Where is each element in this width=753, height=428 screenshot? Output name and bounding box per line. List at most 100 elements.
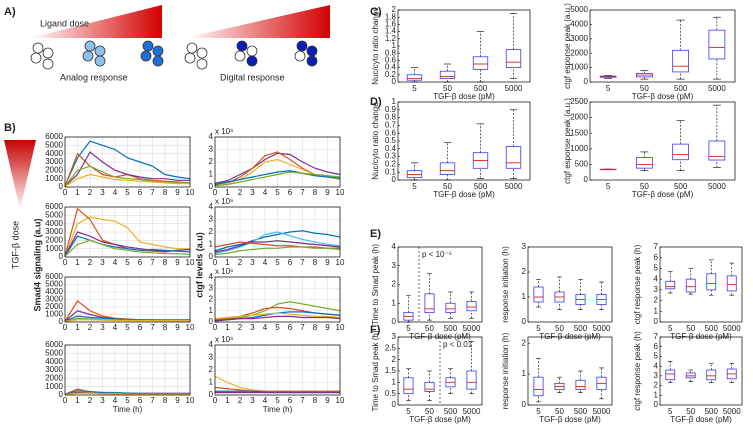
y-tick-label: 2	[654, 296, 659, 305]
y-tick-label: 0	[392, 77, 397, 86]
schematic-label: Ligand dose	[40, 18, 89, 28]
x-tick-label: 3	[250, 188, 255, 197]
series-line	[214, 315, 341, 322]
y-tick-label: 2	[392, 280, 397, 289]
series-line	[64, 173, 190, 188]
annotation: p < 0.01	[443, 340, 473, 349]
y-tick-label: 2000	[570, 48, 588, 57]
y-tick-label: 1	[392, 298, 397, 307]
x-tick-label: 10	[336, 258, 345, 267]
y-tick-label: 500	[575, 160, 589, 169]
box	[424, 381, 435, 392]
y-tick-label: 1000	[570, 63, 588, 72]
x-tick-label: 2	[238, 396, 243, 405]
y-tick-label: 5	[654, 264, 659, 273]
y-axis-label: response initiation (h)	[501, 246, 510, 323]
y-tick-label: 2	[209, 365, 214, 374]
x-tick-label: 1	[75, 323, 80, 332]
y-tick-label: 1.4	[385, 27, 397, 36]
y-tick-label: 0	[392, 317, 397, 326]
y-tick-label: 0	[209, 317, 214, 326]
x-axis-label: TGF-β dose (pM)	[409, 332, 471, 341]
box	[445, 302, 456, 314]
series-line	[214, 246, 341, 256]
plot-frame	[214, 206, 341, 258]
y-tick-label: 2500	[570, 97, 588, 106]
box	[424, 293, 435, 314]
y-tick-label: 0.6	[385, 128, 397, 137]
y-tick-label: 1	[654, 390, 659, 399]
y-tick-label: 3000	[570, 34, 588, 43]
y-tick-label: 6000	[45, 202, 63, 211]
y-tick-label: 4000	[45, 357, 63, 366]
x-tick-label: 7	[300, 188, 305, 197]
y-tick-label: 4	[654, 274, 659, 283]
x-tick-label: 8	[313, 323, 318, 332]
x-tick-label: 0	[213, 323, 218, 332]
x-tick-label: 50	[425, 324, 434, 333]
x-tick-label: 4	[113, 188, 118, 197]
x-tick-label: 10	[186, 323, 195, 332]
x-tick-label: 8	[313, 396, 318, 405]
y-tick-label: 3	[209, 283, 214, 292]
x-tick-label: 3	[250, 258, 255, 267]
y-tick-label: 5000	[45, 140, 63, 149]
chart: 0 1000 2000 3000 4000 5000 5 50 500 5000 TGF-β dos…	[563, 3, 736, 101]
x-tick-label: 500	[444, 407, 458, 416]
x-tick-label: 500	[705, 324, 719, 333]
plot-frame	[589, 101, 736, 181]
x-tick-label: 5	[412, 84, 417, 93]
plot-frame	[397, 246, 483, 323]
y-tick-label: 0.3	[385, 152, 397, 161]
box	[708, 140, 726, 161]
y-tick-label: 3	[654, 285, 659, 294]
x-axis-label: TGF-β dose (pM)	[539, 332, 601, 341]
y-tick-label: 0.1	[385, 167, 397, 176]
x-tick-label: 5	[275, 323, 280, 332]
box	[685, 372, 696, 379]
x-tick-label: 500	[674, 84, 688, 93]
series-line	[64, 239, 191, 257]
y-tick-label: 1000	[45, 382, 63, 391]
y-axis-label: Nuc/cyto ratio change	[371, 7, 380, 85]
x-tick-label: 5	[275, 188, 280, 197]
x-tick-label: 6	[288, 323, 293, 332]
series-line	[64, 140, 191, 186]
plot-frame	[397, 101, 531, 181]
y-tick-label: 5000	[570, 5, 588, 14]
x-tick-label: 5	[536, 324, 541, 333]
plot-frame	[527, 246, 613, 323]
plot-frame	[589, 9, 736, 83]
x-tick-label: 7	[150, 323, 155, 332]
x-tick-label: 3	[250, 323, 255, 332]
box	[505, 146, 522, 169]
x-tick-label: 50	[555, 324, 564, 333]
box	[706, 273, 717, 291]
series-line	[214, 312, 341, 320]
x-tick-label: 50	[686, 407, 695, 416]
x-tick-label: 5000	[708, 84, 726, 93]
y-tick-label: 1.6	[385, 20, 397, 29]
plot-frame	[397, 336, 483, 406]
series-line	[214, 171, 341, 187]
y-tick-label: 0.7	[385, 121, 397, 130]
y-tick-label: 4	[209, 272, 214, 281]
x-tick-label: 6	[138, 258, 143, 267]
series-line	[64, 151, 190, 187]
x-tick-label: 5	[606, 84, 611, 93]
plot-frame	[64, 344, 191, 396]
schematic-label: Digital response	[220, 72, 285, 82]
y-tick-label: 5000	[45, 210, 63, 219]
panel-label: A)	[4, 6, 16, 18]
chart: 0 1 2 3 4 5 50 500 5000 p < 10⁻⁵ TGF-β dose (pM) Ti…	[371, 242, 483, 341]
y-tick-label: 2000	[45, 165, 63, 174]
box	[665, 280, 676, 290]
box	[406, 74, 423, 81]
x-tick-label: 3	[100, 396, 105, 405]
x-tick-label: 7	[150, 188, 155, 197]
x-axis-label: TGF-β dose (pM)	[433, 92, 495, 101]
